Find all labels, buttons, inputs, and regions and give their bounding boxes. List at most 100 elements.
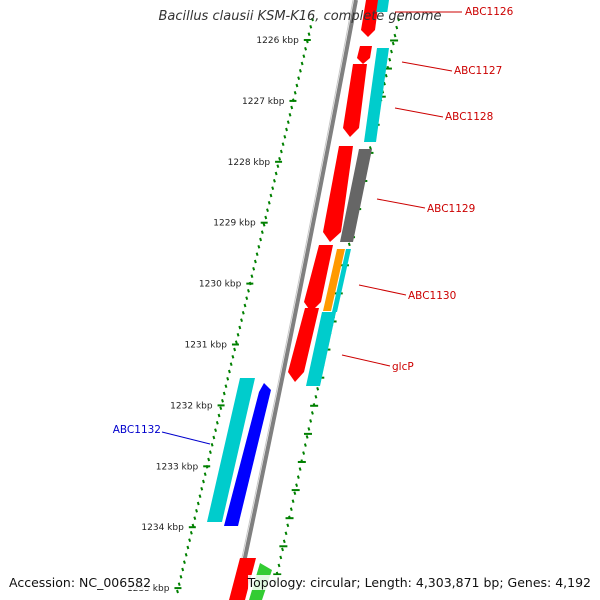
rail-dot [297,76,301,80]
rail-dot [229,362,233,366]
rail-dot [222,391,226,396]
rail-dot [210,443,214,447]
rail-dot [281,142,285,146]
rail-dot [250,274,254,278]
rail-dot [282,539,286,544]
gene-label-glcp[interactable]: glcP [392,361,414,373]
gene-block[interactable] [229,558,256,600]
rail-dot [284,531,288,536]
gene-label-abc1126[interactable]: ABC1126 [465,6,514,18]
rail-dot [300,61,304,66]
rail-dot [259,237,263,242]
rail-dot [227,369,231,374]
rail-dot [203,472,207,476]
rail-dot [234,340,238,344]
rail-dot [196,501,200,506]
rail-dot [274,171,278,176]
gene-label-abc1127[interactable]: ABC1127 [454,65,502,77]
gene-label-abc1129[interactable]: ABC1129 [427,203,475,215]
rail-dot [176,589,179,594]
rail-dot [253,259,257,264]
gene-block[interactable] [323,249,345,311]
rail-dot [298,69,302,73]
rail-dot [252,267,256,271]
rail-dot [212,435,216,440]
rail-dot [184,553,188,557]
rail-dot [393,33,397,38]
rail-dot [233,347,237,352]
rail-dot [221,399,224,403]
kbp-tick-label: 1232 kbp [170,401,213,411]
rail-dot [390,49,393,54]
rail-dot [295,483,299,487]
accession-text: Accession: NC_006582 [9,575,154,590]
rail-dot [278,157,282,161]
gene-label-abc1130[interactable]: ABC1130 [408,290,456,302]
gene-block[interactable] [306,312,336,386]
rail-dot [238,325,242,330]
rail-dot [236,333,240,337]
label-layer: 1226 kbp 1227 kbp 1228 kbp 1229 kbp 1230 kbp… [113,6,514,594]
rail-dot [217,413,221,418]
gene-block[interactable] [332,249,351,312]
rail-dot [226,377,230,381]
rail-dot [271,186,275,190]
rail-dot [215,421,219,425]
kbp-tick-layer [174,17,400,594]
rail-dot [260,230,264,234]
gene-block[interactable] [361,0,379,37]
rail-dot [202,479,205,484]
rail-dot [291,499,295,504]
rail-dot [243,303,247,308]
rail-dot [295,83,299,88]
rail-dot [368,146,372,150]
rail-dot [267,201,271,205]
gene-block[interactable] [376,0,389,12]
gene-label-abc1128[interactable]: ABC1128 [445,111,493,123]
page-title: Bacillus clausii KSM-K16, complete genom… [158,9,442,24]
rail-dot [186,545,190,550]
gene-block[interactable] [288,308,319,382]
rail-dot [262,223,266,227]
gene-block[interactable] [340,149,372,242]
kbp-tick-label: 1228 kbp [228,158,271,168]
rail-dot [277,563,281,568]
rail-dot [200,487,204,491]
rail-dot [281,547,284,552]
rail-dot [302,451,306,455]
rail-dot [188,538,192,542]
rail-dot [182,560,186,564]
gene-block[interactable] [364,48,389,142]
gene-block[interactable] [207,378,255,522]
gene-label-abc1132[interactable]: ABC1132 [113,424,161,436]
rail-dot [276,164,280,168]
rail-dot [219,406,223,410]
rail-dot [241,311,245,315]
rail-dot [305,435,309,439]
forward-strand-genes [229,0,389,600]
gene-block[interactable] [343,64,367,137]
kbp-tick-label: 1234 kbp [141,523,184,533]
rail-dot [255,252,259,256]
kbp-tick-label: 1229 kbp [213,219,256,229]
rail-dot [207,457,211,462]
rail-dot [302,54,306,58]
rail-dot [283,135,287,139]
gene-block[interactable] [323,146,353,242]
rail-dot [240,318,243,322]
rail-dot [347,242,351,247]
rail-dot [314,395,318,399]
rail-dot [286,523,290,528]
rail-dot [298,467,302,471]
gene-block[interactable] [357,46,372,64]
rail-dot [224,384,228,388]
rail-dot [214,428,218,432]
rail-dot [288,113,292,117]
rail-dot [289,507,293,512]
rail-dot [264,215,268,220]
gene-block[interactable] [224,383,271,526]
rail-dot [304,47,308,51]
rail-dot [266,208,269,212]
rail-dot [195,509,198,513]
gene-block[interactable] [304,245,333,312]
